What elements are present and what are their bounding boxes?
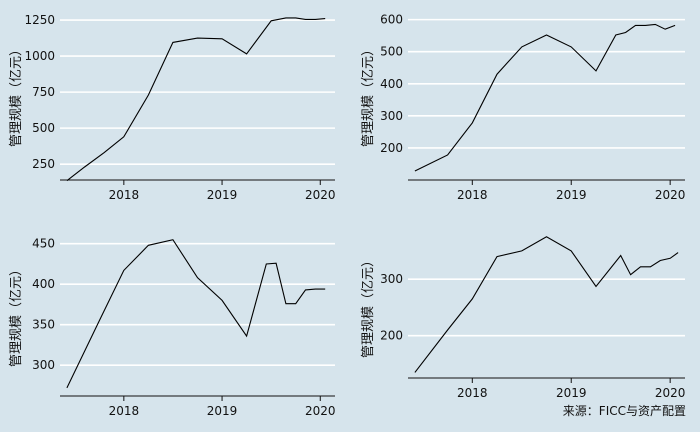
y-tick-label-400: 400 <box>380 77 403 91</box>
y-tick-label-500: 500 <box>380 45 403 59</box>
y-tick-label-300: 300 <box>380 272 403 286</box>
y-tick-label-1250: 1250 <box>24 13 55 27</box>
x-tick-label-2019: 2019 <box>556 188 587 202</box>
x-tick-label-2020: 2020 <box>655 188 686 202</box>
series-line-0 <box>414 23 676 172</box>
y-axis-label: 管理规模（亿元） <box>361 43 376 147</box>
x-tick-label-2018: 2018 <box>457 386 488 400</box>
y-tick-label-400: 400 <box>32 277 55 291</box>
series-line-0 <box>66 239 326 389</box>
y-tick-label-250: 250 <box>32 157 55 171</box>
y-tick-label-750: 750 <box>32 85 55 99</box>
series-line-0 <box>66 17 326 182</box>
chart-panel-top-left: 2018 2019 2020 250 500 750 1000 1250 管理规模（亿元） <box>9 13 336 202</box>
y-tick-label-1000: 1000 <box>24 49 55 63</box>
y-tick-label-300: 300 <box>380 109 403 123</box>
x-tick-label-2020: 2020 <box>305 188 336 202</box>
x-tick-label-2019: 2019 <box>556 386 587 400</box>
x-tick-label-2019: 2019 <box>207 188 238 202</box>
source-note: 来源：FICC与资产配置 <box>563 404 686 418</box>
x-tick-label-2018: 2018 <box>109 404 140 418</box>
x-tick-label-2018: 2018 <box>109 188 140 202</box>
y-tick-label-600: 600 <box>380 13 403 27</box>
x-tick-label-2020: 2020 <box>655 386 686 400</box>
y-tick-label-200: 200 <box>380 141 403 155</box>
x-tick-label-2020: 2020 <box>305 404 336 418</box>
y-tick-label-200: 200 <box>380 329 403 343</box>
y-tick-label-300: 300 <box>32 358 55 372</box>
x-tick-label-2019: 2019 <box>207 404 238 418</box>
chart-panel-bottom-left: 2018 2019 2020 300 350 400 450 管理规模（亿元） <box>9 237 336 418</box>
chart-panel-top-right: 2018 2019 2020 200 300 400 500 600 管理规模（亿元） <box>361 13 685 202</box>
y-axis-label: 管理规模（亿元） <box>9 263 24 367</box>
chart-panel-bottom-right: 2018 2019 2020 200 300 管理规模（亿元） <box>361 236 686 400</box>
y-tick-label-350: 350 <box>32 318 55 332</box>
y-tick-label-500: 500 <box>32 121 55 135</box>
series-line-0 <box>414 236 679 373</box>
y-axis-label: 管理规模（亿元） <box>9 43 24 147</box>
y-axis-label: 管理规模（亿元） <box>361 254 376 358</box>
x-tick-label-2018: 2018 <box>457 188 488 202</box>
y-tick-label-450: 450 <box>32 237 55 251</box>
